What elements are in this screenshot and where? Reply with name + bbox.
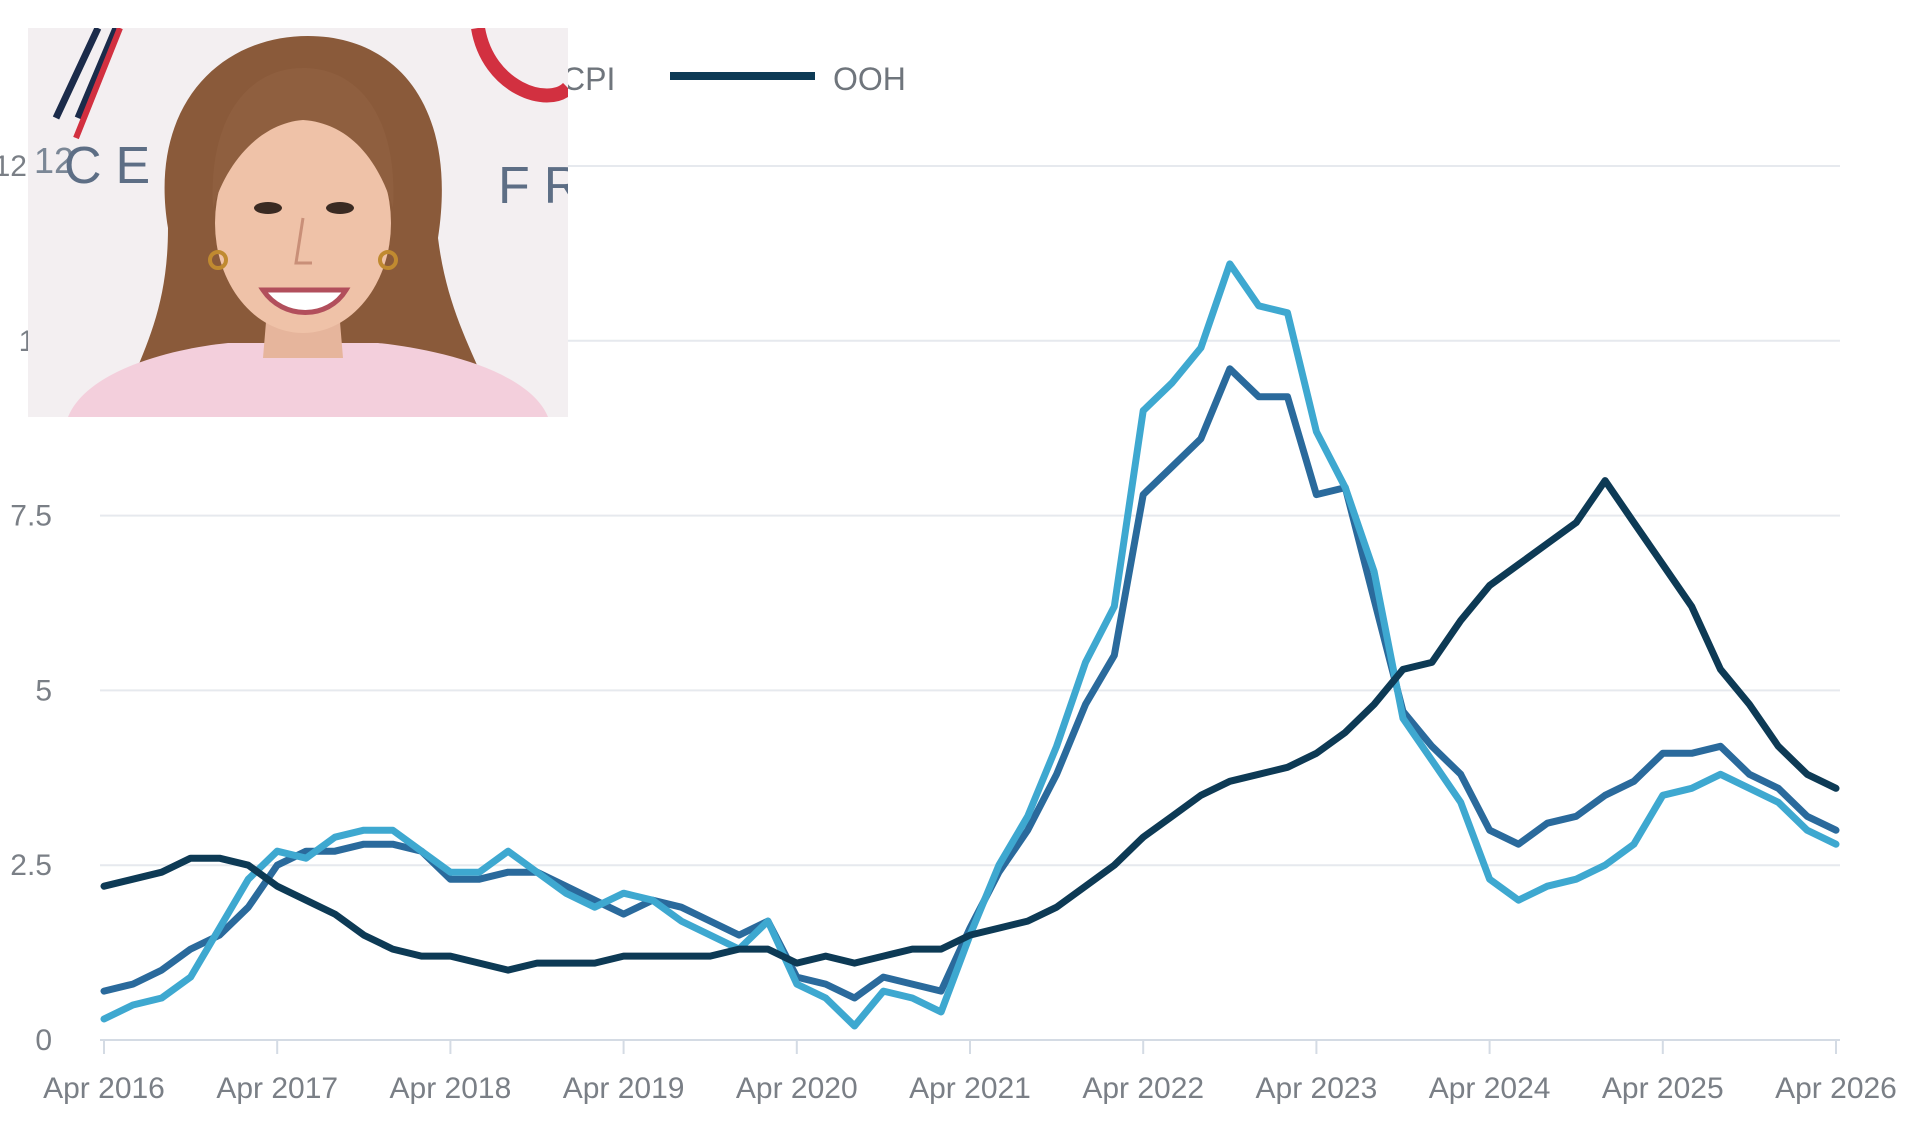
- x-tick-label: Apr 2019: [563, 1072, 685, 1105]
- backdrop-text-left: CE: [64, 137, 164, 195]
- x-tick-label: Apr 2018: [390, 1072, 512, 1105]
- legend-label-cpi: CPI: [562, 61, 615, 97]
- series-line-cpih: [100, 365, 1840, 1002]
- x-tick-label: Apr 2022: [1082, 1072, 1204, 1105]
- x-axis-labels: Apr 2016 Apr 2017 Apr 2018 Apr 2019 Apr 2020…: [43, 1072, 1897, 1105]
- y-tick-label: 0: [35, 1024, 52, 1057]
- x-tick-label: Apr 2024: [1429, 1072, 1551, 1105]
- backdrop-text-right: FR: [498, 157, 568, 215]
- series-line-ooh: [100, 477, 1840, 974]
- x-tick-label: Apr 2017: [216, 1072, 338, 1105]
- x-axis: [100, 1039, 1840, 1054]
- x-tick-label: Apr 2026: [1775, 1072, 1897, 1105]
- y-tick-label: 2.5: [10, 849, 52, 882]
- series-lines: [100, 260, 1840, 1030]
- x-tick-label: Apr 2020: [736, 1072, 858, 1105]
- legend[interactable]: CPI OOH: [562, 61, 906, 97]
- x-tick-label: Apr 2023: [1256, 1072, 1378, 1105]
- x-tick-label: Apr 2021: [909, 1072, 1031, 1105]
- legend-label-ooh: OOH: [833, 61, 906, 97]
- y-tick-label: 5: [35, 674, 52, 707]
- y-tick-label: 7.5: [10, 500, 52, 533]
- backdrop-edge-text: 12: [34, 140, 74, 181]
- x-tick-label: Apr 2016: [43, 1072, 165, 1105]
- portrait-photo: 12 CE FR: [28, 28, 568, 417]
- x-tick-label: Apr 2025: [1602, 1072, 1724, 1105]
